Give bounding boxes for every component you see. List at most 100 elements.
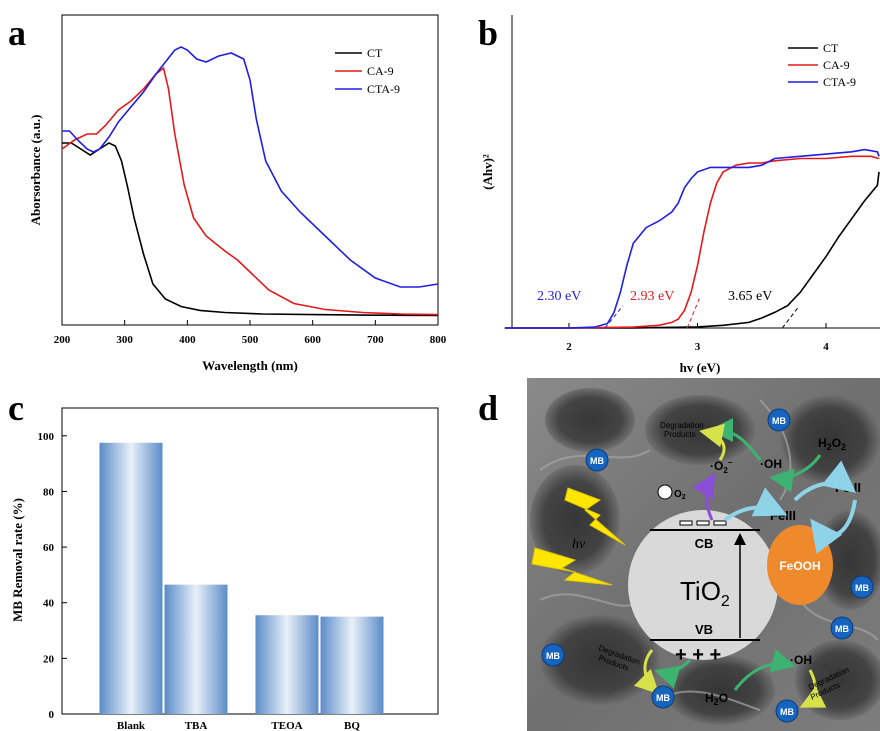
chart-c-ytick-label: 40 <box>43 598 55 610</box>
cb-label: CB <box>695 536 714 551</box>
hole-attack-arrow <box>654 658 692 689</box>
o2-reduction-arrow <box>692 472 716 521</box>
svg-text:MB: MB <box>772 416 786 426</box>
chart-c-frame <box>61 407 439 715</box>
feooh-label: FeOOH <box>779 559 820 573</box>
chart-c-bar <box>255 615 319 714</box>
degradation-arrow-bottom-right <box>799 669 827 708</box>
chart-c-category-label: BQ <box>344 720 360 731</box>
svg-text:MB: MB <box>855 583 869 593</box>
chart-a-frame <box>61 14 439 326</box>
chart-b-tangent-line <box>781 307 799 329</box>
mechanism-scheme: CB VB TiO2 + + + FeOOH FeIII Fe II H2O2 … <box>527 378 880 731</box>
chart-b-legend-label: CA-9 <box>823 58 850 72</box>
o2-molecule <box>657 484 673 500</box>
h2o2-to-oh-arrow <box>769 454 822 493</box>
fe-cycle-arrow-bottom <box>810 499 857 554</box>
chart-a-legend-label: CTA-9 <box>367 82 400 96</box>
chart-a-ylabel: Aborsorbance (a.u.) <box>28 115 43 226</box>
mb-molecule: MB <box>651 685 675 709</box>
mb-molecule: MB <box>850 575 874 599</box>
svg-text:MB: MB <box>590 456 604 466</box>
oh-radical-bottom: ·OH <box>790 653 812 667</box>
chart-b-series-ct <box>504 171 880 329</box>
lightning-icon <box>564 487 626 546</box>
h2o-label: H2O <box>705 691 728 707</box>
chart-a-legend-label: CT <box>367 46 383 60</box>
holes: + + + <box>675 644 721 666</box>
chart-b-ylabel: (Ahv)² <box>480 154 495 190</box>
chart-c-category-label: TBA <box>185 720 208 731</box>
chart-b-tangent-line <box>604 305 624 329</box>
electrons <box>679 520 727 526</box>
chart-b-legend-label: CT <box>823 41 839 55</box>
chart-b-bandgap-label: 2.93 eV <box>630 289 674 304</box>
degradation-products-top-line2: Products <box>664 430 696 439</box>
chart-b-series-ca-9 <box>504 155 880 329</box>
mb-molecule: MB <box>541 643 565 667</box>
chart-c-ylabel: MB Removal rate (%) <box>10 498 25 622</box>
chart-a-xtick-label: 500 <box>242 334 259 346</box>
chart-a-series-ct <box>62 142 439 317</box>
chart-b-xtick-label: 4 <box>823 341 829 353</box>
lightning-icon-2 <box>531 547 613 586</box>
chart-c-bar <box>99 442 163 714</box>
mb-molecule: MB <box>767 408 791 432</box>
superoxide-label: ·O2− <box>710 458 733 475</box>
chart-c-category-label: Blank <box>117 720 146 731</box>
degradation-products-top-line1: Degradation <box>660 421 704 430</box>
chart-c-category-label: TEOA <box>271 720 302 731</box>
chart-a-legend-label: CA-9 <box>367 64 394 78</box>
chart-a-series-ca-9 <box>61 66 439 316</box>
chart-c-ytick-label: 100 <box>38 431 55 443</box>
chart-b-bandgap-label: 3.65 eV <box>728 289 772 304</box>
hv-label: hv <box>572 537 586 552</box>
panel-label-a: a <box>8 13 26 53</box>
chart-b-series-cta-9 <box>504 148 880 329</box>
svg-text:MB: MB <box>835 624 849 634</box>
mb-molecule: MB <box>775 699 799 723</box>
chart-b-xlabel: hv (eV) <box>680 360 721 375</box>
chart-b: 2 3 4 2.30 eV 2.93 eV 3.65 eV hv (eV) (Ahv)²… <box>480 15 880 375</box>
chart-b-legend-label: CTA-9 <box>823 75 856 89</box>
chart-c-ytick-label: 80 <box>43 486 55 498</box>
chart-c-ytick-label: 60 <box>43 542 55 554</box>
chart-a-xtick-label: 600 <box>304 334 321 346</box>
chart-b-xtick-label: 3 <box>695 341 701 353</box>
oh-radical-top: ·OH <box>760 457 782 471</box>
degradation-arrow-bottom-left <box>633 649 660 695</box>
svg-text:MB: MB <box>656 693 670 703</box>
chart-a-xlabel: Wavelength (nm) <box>202 358 298 373</box>
chart-c-ytick-label: 20 <box>43 653 55 665</box>
chart-b-bandgap-label: 2.30 eV <box>537 289 581 304</box>
chart-a-xtick-label: 400 <box>179 334 196 346</box>
chart-a-series-cta-9 <box>62 46 439 288</box>
chart-c-bar <box>164 584 228 714</box>
panel-label-d: d <box>478 388 498 428</box>
h2o-oxidation-arrow <box>733 649 796 691</box>
degradation-arrow-top <box>699 423 726 461</box>
h2o2-label: H2O2 <box>818 436 846 452</box>
svg-text:MB: MB <box>546 651 560 661</box>
panel-label-c: c <box>8 388 24 428</box>
panel-label-b: b <box>478 13 498 53</box>
o2-label: O2 <box>674 489 686 501</box>
tio2-label: TiO2 <box>680 576 730 610</box>
chart-b-tangent-line <box>686 296 701 329</box>
chart-a-xtick-label: 800 <box>430 334 447 346</box>
chart-a: 200 300 400 500 600 700 800 Wavelength (nm) Ab… <box>28 14 447 373</box>
mb-molecule: MB <box>830 616 854 640</box>
mb-molecule: MB <box>585 448 609 472</box>
chart-a-xtick-label: 300 <box>116 334 133 346</box>
chart-a-xtick-label: 200 <box>54 334 71 346</box>
svg-text:MB: MB <box>780 707 794 717</box>
mb-molecules: MB MB MB MB MB MB MB <box>541 408 874 723</box>
chart-c: 0 20 40 60 80 100 Blank TBA TEOA BQ MB Removal r… <box>10 407 439 731</box>
chart-c-bar <box>320 616 384 714</box>
fe-cycle-arrow-top <box>793 460 857 502</box>
electron-transfer-arrow <box>723 487 788 522</box>
chart-b-xtick-label: 2 <box>566 341 572 353</box>
chart-a-xtick-label: 700 <box>367 334 384 346</box>
chart-c-ytick-label: 0 <box>49 709 55 721</box>
